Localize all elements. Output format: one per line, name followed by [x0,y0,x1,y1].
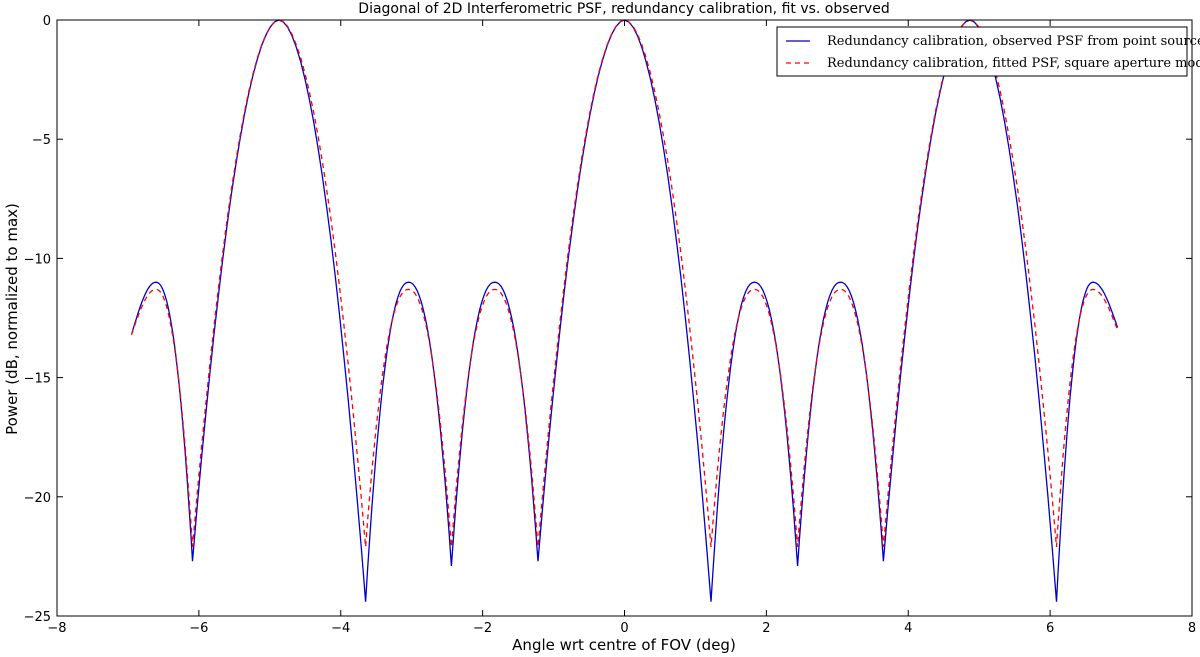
x-axis-label: Angle wrt centre of FOV (deg) [512,636,736,654]
x-axis-ticks: −8 −6 −4 −2 0 2 4 6 8 [47,20,1196,636]
x-tick-label: 4 [904,621,912,636]
series-layer [130,19,1119,602]
legend-label-observed: Redundancy calibration, observed PSF fro… [827,34,1200,49]
chart-title: Diagonal of 2D Interferometric PSF, redu… [358,1,889,17]
x-tick-label: 2 [762,621,770,636]
y-axis-ticks: 0 −5 −10 −15 −20 −25 [24,14,1192,625]
x-tick-label: −2 [473,621,492,636]
y-tick-label: −15 [24,372,51,387]
y-tick-label: −25 [24,610,51,625]
series-line-fitted [130,19,1119,547]
y-tick-label: −20 [24,491,51,506]
y-tick-label: −5 [32,133,51,148]
x-tick-label: 0 [620,621,628,636]
series-line-observed [130,19,1119,602]
legend: Redundancy calibration, observed PSF fro… [776,26,1200,77]
x-tick-label: −8 [47,621,66,636]
x-tick-label: −6 [189,621,208,636]
y-tick-label: 0 [43,14,51,29]
plot-frame [56,19,1193,617]
y-tick-label: −10 [24,252,51,267]
legend-box [776,26,1188,77]
x-tick-label: −4 [331,621,350,636]
x-tick-label: 6 [1046,621,1054,636]
x-tick-label: 8 [1188,621,1196,636]
y-axis-label: Power (dB, normalized to max) [3,203,21,435]
legend-label-fitted: Redundancy calibration, fitted PSF, squa… [827,56,1200,71]
